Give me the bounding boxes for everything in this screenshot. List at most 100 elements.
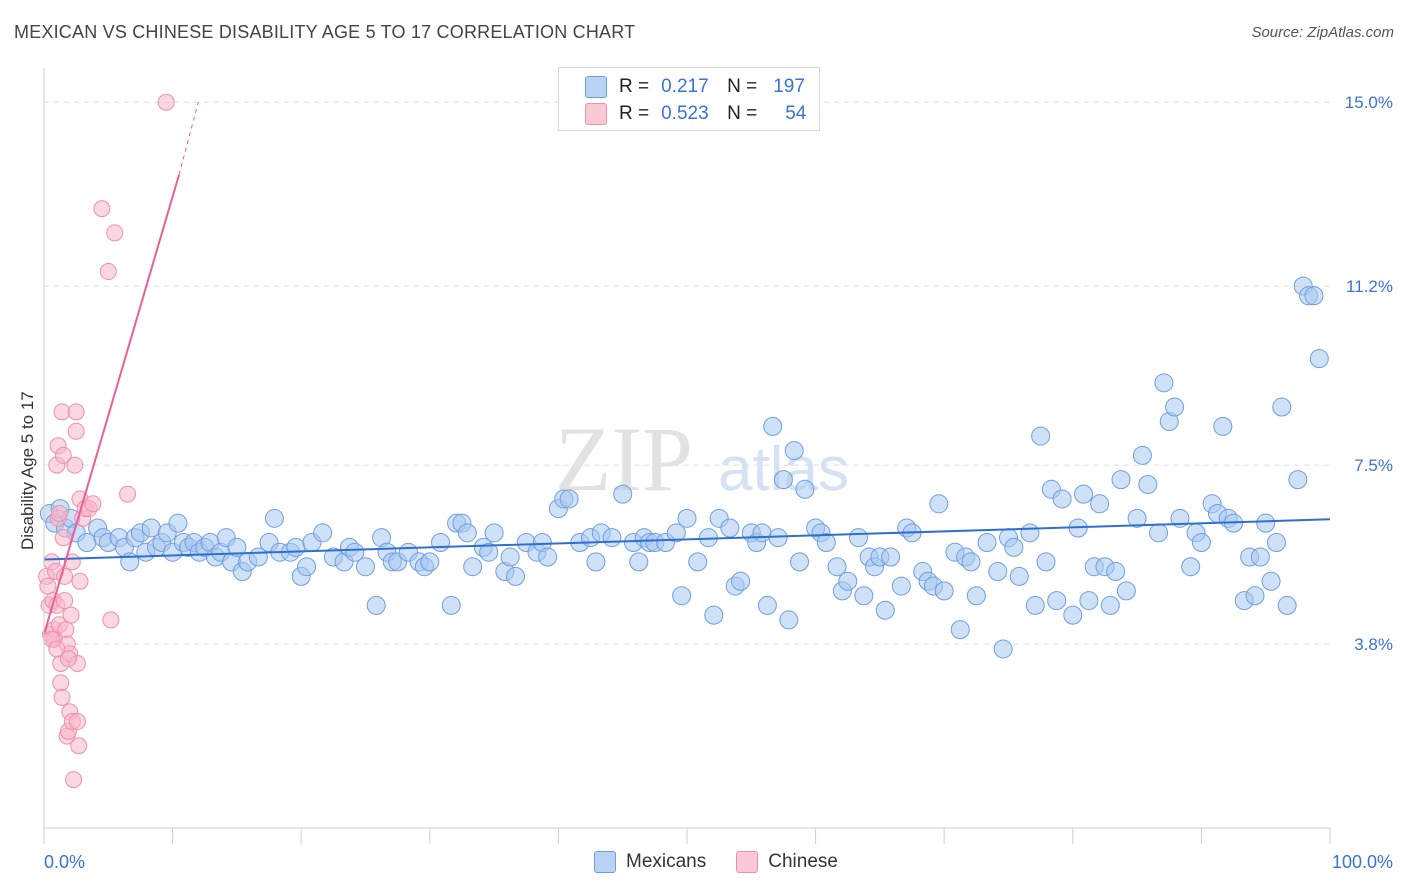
mexicans-point xyxy=(1250,547,1270,567)
mexicans-point xyxy=(613,484,633,504)
mexicans-point xyxy=(881,547,901,567)
mexicans-point xyxy=(1111,470,1131,490)
mexicans-point xyxy=(538,547,558,567)
legend-n-value: 54 xyxy=(785,103,807,124)
mexicans-point xyxy=(1031,426,1051,446)
chinese-trend-line xyxy=(43,174,180,635)
legend-n-label: N = xyxy=(727,76,758,97)
chinese-point xyxy=(84,495,102,513)
mexicans-point xyxy=(227,537,247,557)
mexicans-point xyxy=(1213,416,1233,436)
mexicans-point xyxy=(1181,557,1201,577)
mexicans-point xyxy=(463,557,483,577)
chinese-point xyxy=(70,737,88,755)
mexicans-point xyxy=(827,557,847,577)
chinese-point xyxy=(102,611,120,629)
mexicans-point xyxy=(1090,494,1110,514)
mexicans-point xyxy=(934,581,954,601)
mexicans-point xyxy=(1154,373,1174,393)
mexicans-point xyxy=(1261,571,1281,591)
mexicans-point xyxy=(763,416,783,436)
mexicans-point xyxy=(1138,474,1158,494)
mexicans-point xyxy=(1288,470,1308,490)
mexicans-point xyxy=(1025,595,1045,615)
mexicans-point xyxy=(993,639,1013,659)
legend-row-mexicans: R = 0.217 N = 197 xyxy=(585,75,805,99)
source-label: Source: ZipAtlas.com xyxy=(1251,24,1394,41)
chinese-point xyxy=(56,592,74,610)
trend-lines xyxy=(43,102,1331,635)
legend-r-value: 0.217 xyxy=(661,76,709,97)
mexicans-point xyxy=(168,513,188,533)
mexicans-point xyxy=(795,479,815,499)
mexicans-point xyxy=(854,586,874,606)
legend-n-value: 197 xyxy=(773,76,805,97)
mexicans-point xyxy=(666,523,686,543)
legend-n-label: N = xyxy=(727,103,758,124)
mexicans-point xyxy=(848,528,868,548)
legend-item-chinese[interactable]: Chinese xyxy=(736,851,838,873)
mexicans-point xyxy=(966,586,986,606)
legend-row-chinese: R = 0.523 N = 54 xyxy=(585,102,806,126)
mexicans-point xyxy=(441,595,461,615)
mexicans-point xyxy=(345,542,365,562)
chinese-swatch xyxy=(585,103,607,125)
mexicans-point xyxy=(1309,349,1329,369)
mexicans-point xyxy=(602,528,622,548)
chinese-point xyxy=(48,640,66,658)
chinese-point xyxy=(54,446,72,464)
chinese-point xyxy=(65,771,83,789)
mexicans-point xyxy=(752,523,772,543)
mexicans-point xyxy=(720,518,740,538)
mexicans-point xyxy=(891,576,911,596)
chinese-point xyxy=(68,713,86,731)
y-tick-label: 7.5% xyxy=(1354,456,1393,475)
chinese-points xyxy=(38,93,175,789)
mexicans-point xyxy=(816,533,836,553)
chinese-point xyxy=(67,422,85,440)
chinese-point xyxy=(93,200,111,218)
mexicans-point xyxy=(1106,562,1126,582)
mexicans-point xyxy=(313,523,333,543)
chinese-point xyxy=(52,674,70,692)
mexicans-point xyxy=(875,600,895,620)
y-axis-label: Disability Age 5 to 17 xyxy=(18,391,37,550)
chinese-point xyxy=(157,93,175,111)
mexicans-point xyxy=(1165,397,1185,417)
mexicans-point xyxy=(120,552,140,572)
chinese-point xyxy=(39,577,57,595)
chinese-point xyxy=(54,529,72,547)
mexicans-point xyxy=(457,523,477,543)
mexicans-point xyxy=(1052,489,1072,509)
mexicans-swatch xyxy=(585,76,607,98)
legend-item-mexicans[interactable]: Mexicans xyxy=(594,851,706,873)
mexicans-point xyxy=(672,586,692,606)
mexicans-point xyxy=(704,605,724,625)
mexicans-point xyxy=(961,552,981,572)
mexicans-point xyxy=(629,552,649,572)
mexicans-point xyxy=(1116,581,1136,601)
mexicans-swatch xyxy=(594,851,616,873)
mexicans-point xyxy=(559,489,579,509)
mexicans-point xyxy=(731,571,751,591)
mexicans-point xyxy=(1020,523,1040,543)
mexicans-point xyxy=(677,508,697,528)
chinese-point xyxy=(53,688,71,706)
mexicans-point xyxy=(1191,533,1211,553)
axes: 3.8% 7.5% 11.2% 15.0% 0.0% 100.0% xyxy=(43,68,1393,872)
mexicans-point xyxy=(1149,523,1169,543)
grid-layer xyxy=(44,101,1332,645)
mexicans-point xyxy=(1004,537,1024,557)
chinese-point xyxy=(67,403,85,421)
x-tick-label-max: 100.0% xyxy=(1332,852,1393,872)
y-tick-label: 3.8% xyxy=(1354,635,1393,654)
mexicans-point xyxy=(1036,552,1056,572)
mexicans-point xyxy=(431,533,451,553)
mexicans-point xyxy=(356,557,375,577)
y-tick-label: 15.0% xyxy=(1345,93,1393,112)
mexicans-point xyxy=(1256,513,1276,533)
x-tick-label-min: 0.0% xyxy=(44,852,85,872)
mexicans-point xyxy=(1266,533,1286,553)
chinese-trend-extension xyxy=(178,102,199,175)
legend-label-mexicans: Mexicans xyxy=(626,851,707,872)
